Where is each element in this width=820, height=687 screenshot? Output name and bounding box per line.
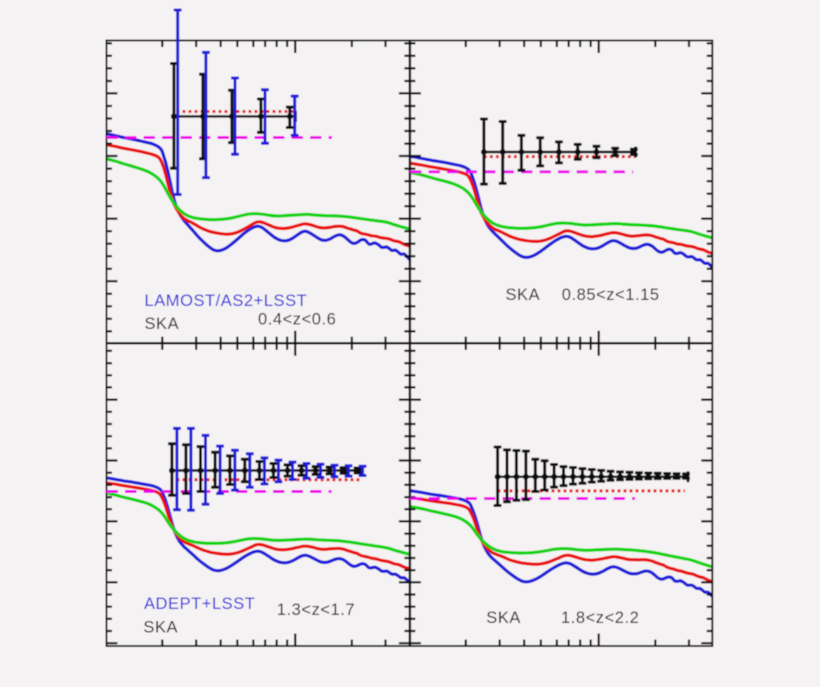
svg-text:1.8<z<2.2: 1.8<z<2.2 [561, 609, 639, 627]
svg-text:SKA: SKA [145, 315, 180, 333]
svg-text:ADEPT+LSST: ADEPT+LSST [144, 595, 255, 613]
svg-text:0.4<z<0.6: 0.4<z<0.6 [258, 311, 336, 329]
svg-text:1.3<z<1.7: 1.3<z<1.7 [277, 601, 355, 619]
svg-text:LAMOST/AS2+LSST: LAMOST/AS2+LSST [145, 292, 308, 310]
svg-text:SKA: SKA [143, 619, 178, 637]
svg-text:0.85<z<1.15: 0.85<z<1.15 [562, 286, 660, 304]
svg-text:SKA: SKA [486, 609, 521, 627]
svg-text:SKA: SKA [506, 286, 541, 304]
